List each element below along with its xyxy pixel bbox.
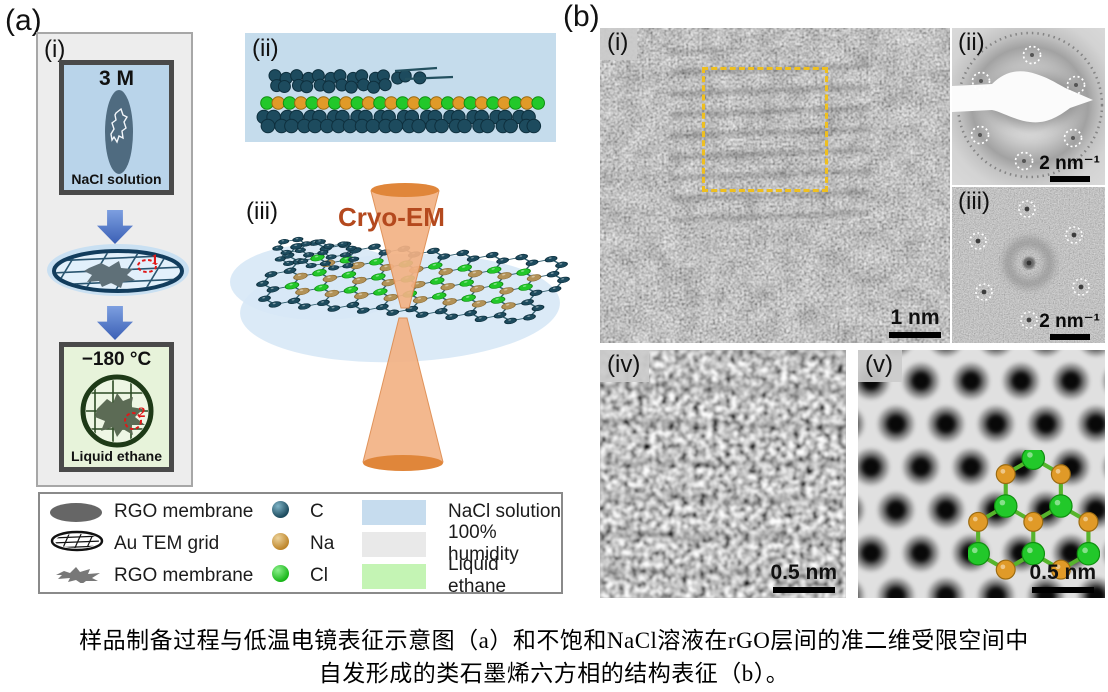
- sub-iv-label: (iv): [600, 350, 650, 382]
- freeze-temperature: −180 °C: [81, 349, 152, 370]
- layered-rgo-nacl-model: [256, 66, 546, 134]
- tem-image-zoom: (iv) 0.5 nm: [600, 350, 846, 598]
- filtered-lattice-image: (v) 0.5 nm: [858, 350, 1105, 598]
- chlorine-atom-icon: [272, 564, 289, 582]
- figure-caption: 样品制备过程与低温电镜表征示意图（a）和不饱和NaCl溶液在rGO层间的准二维受…: [0, 624, 1108, 690]
- panel-a-ii-model: (ii): [245, 33, 556, 142]
- carbon-atom-icon: [272, 500, 289, 518]
- frozen-grid-icon: [80, 374, 154, 448]
- step-ii-label: (ii): [252, 35, 279, 62]
- sub-ii-label: (ii): [958, 29, 985, 56]
- legend-label: 100% humidity: [448, 522, 519, 565]
- legend-label: RGO membrane: [114, 501, 254, 522]
- sodium-atom-icon: [272, 532, 289, 550]
- panel-a-step-column: (i) 3 M NaCl solution 1 −180 °C: [36, 32, 193, 487]
- legend-label: RGO membrane: [114, 565, 254, 586]
- fft-pattern: (iii) 2 nm⁻¹: [952, 187, 1105, 343]
- nacl-concentration: 3 M: [98, 67, 134, 90]
- marker-1-label: 1: [151, 252, 159, 268]
- liquid-ethane-swatch: [362, 563, 426, 589]
- legend-label: Liquid ethane: [448, 554, 507, 597]
- diffraction-spot-markers: [970, 45, 1086, 171]
- cryoem-beam-label: Cryo-EM: [338, 202, 445, 232]
- scalebar-05nm: 0.5 nm: [1020, 559, 1105, 598]
- sub-iii-label: (iii): [958, 188, 990, 215]
- legend-label: C: [310, 501, 324, 522]
- nacl-solution-swatch: [362, 499, 426, 525]
- rgo-membrane-flake-on-grid: [84, 261, 135, 288]
- scalebar-2nm-inv: 2 nm⁻¹: [1039, 154, 1100, 182]
- humidity-swatch: [362, 531, 426, 557]
- figure-legend: RGO membrane C NaCl solution Au TEM grid…: [38, 492, 563, 597]
- nacl-honeycomb-model-overlay: [968, 450, 1100, 580]
- electron-diffraction-pattern: (ii) 2 nm⁻¹: [952, 28, 1105, 185]
- liquid-ethane-caption: Liquid ethane: [71, 448, 162, 464]
- caption-line-1: 样品制备过程与低温电镜表征示意图（a）和不饱和NaCl溶液在rGO层间的准二维受…: [79, 628, 1029, 653]
- scalebar-05nm: 0.5 nm: [761, 559, 846, 598]
- nacl-solution-caption: NaCl solution: [71, 171, 162, 187]
- panel-a-label: (a): [5, 4, 42, 37]
- rgo-membrane-in-solution-icon: [105, 90, 133, 174]
- au-tem-grid-step: [47, 244, 189, 296]
- yellow-roi-box: [702, 67, 828, 192]
- scalebar-line: [772, 587, 835, 593]
- nacl-solution-box: 3 M NaCl solution: [59, 60, 174, 195]
- fft-spot-markers: [969, 200, 1090, 329]
- red-dashed-marker-2: [124, 412, 142, 430]
- scalebar-line: [1031, 587, 1094, 593]
- scalebar-2nm-inv: 2 nm⁻¹: [1039, 312, 1100, 340]
- beam-stopper: [952, 71, 1093, 123]
- caption-line-2: 自发形成的类石墨烯六方相的结构表征（b）。: [318, 661, 790, 686]
- step-iii-label: (iii): [246, 198, 278, 225]
- panel-b-label: (b): [563, 0, 600, 33]
- scalebar-1nm: 1 nm: [880, 304, 950, 343]
- legend-label: Au TEM grid: [114, 533, 220, 554]
- rgo-membrane-ellipse-icon: [50, 502, 102, 522]
- sub-i-label: (i): [600, 28, 638, 60]
- rgo-membrane-flake-icon: [56, 567, 100, 584]
- rgo-membrane-flake-frozen: [95, 393, 145, 437]
- scalebar-line: [1049, 334, 1090, 340]
- marker-2-label: 2: [138, 405, 146, 421]
- legend-label: NaCl solution: [448, 501, 561, 522]
- liquid-ethane-box: −180 °C 2 Liquid ethane: [59, 342, 174, 472]
- au-tem-grid-icon: [50, 530, 104, 552]
- step-i-label: (i): [44, 36, 66, 63]
- legend-label: Cl: [310, 565, 328, 586]
- legend-label: Na: [310, 533, 335, 554]
- lattice-fringes: [600, 350, 846, 598]
- scalebar-line: [889, 332, 941, 338]
- sub-v-label: (v): [858, 350, 902, 382]
- red-dashed-marker-1: [137, 259, 157, 273]
- tem-image-overview: (i) 1 nm: [600, 28, 950, 343]
- scalebar-line: [1049, 176, 1090, 182]
